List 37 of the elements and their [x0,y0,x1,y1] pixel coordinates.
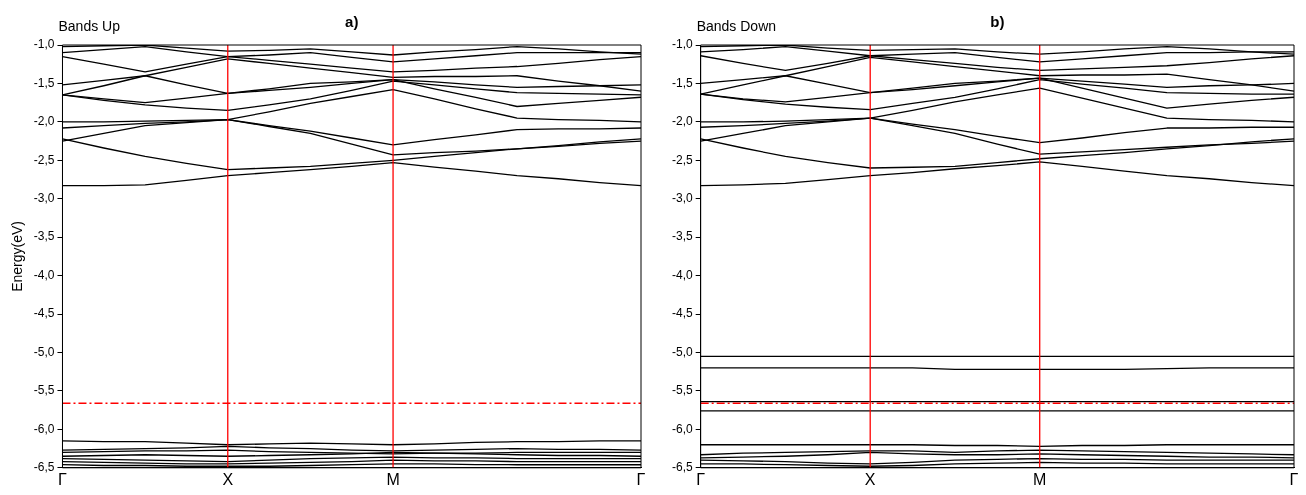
y-tick-label: -5,0 [671,344,693,359]
y-tick-label: -2,0 [33,114,55,129]
y-tick-label: -3,5 [671,229,693,244]
x-tick-label: Γ [58,470,68,488]
y-tick-label: -6,0 [671,421,693,436]
x-tick-label: M [1033,470,1047,488]
y-tick-label: -1,0 [33,37,55,52]
x-tick-label: Γ [696,470,706,488]
y-tick-label: -6,5 [671,460,693,475]
y-tick-label: -5,5 [671,383,693,398]
y-tick-label: -2,5 [671,152,693,167]
y-axis-title: Energy(eV) [9,220,26,292]
y-tick-label: -1,5 [33,75,55,90]
y-tick-label: -4,0 [671,267,693,282]
chart-title: b) [990,13,1005,30]
y-tick-label: -6,5 [33,460,55,475]
x-tick-label: Χ [222,470,234,488]
y-tick-label: -3,5 [33,229,55,244]
x-tick-label: X [864,470,876,488]
y-tick-label: -1,5 [671,75,693,90]
x-tick-label: Γ [1289,470,1299,488]
x-tick-label: Γ [636,470,646,488]
y-tick-label: -5,5 [33,383,55,398]
y-tick-label: -2,5 [33,152,55,167]
y-tick-label: -4,5 [671,306,693,321]
chart-subtitle: Bands Down [696,18,777,34]
chart-subtitle: Bands Up [58,18,121,34]
y-tick-label: -5,0 [33,344,55,359]
y-tick-label: -3,0 [671,191,693,206]
x-tick-label: M [386,470,400,488]
y-tick-label: -2,0 [671,114,693,129]
y-tick-label: -1,0 [671,37,693,52]
chart-title: a) [345,13,359,30]
y-tick-label: -3,0 [33,191,55,206]
y-tick-label: -4,0 [33,267,55,282]
y-tick-label: -4,5 [33,306,55,321]
y-tick-label: -6,0 [33,421,55,436]
